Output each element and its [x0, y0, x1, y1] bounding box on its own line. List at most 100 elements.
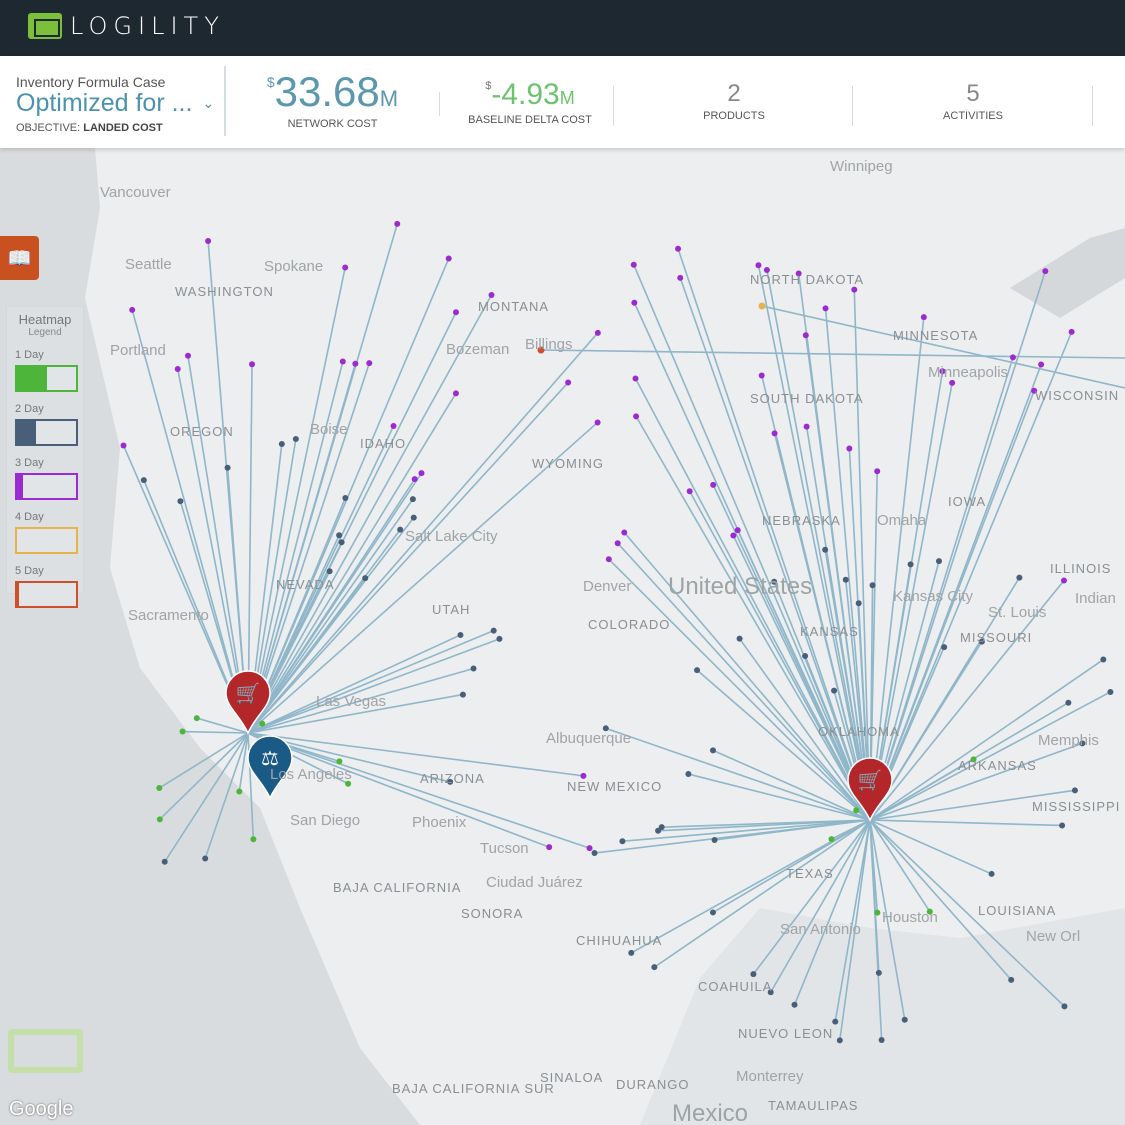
flow-line[interactable]	[869, 702, 1069, 821]
destination-dot[interactable]	[651, 964, 658, 971]
flow-line[interactable]	[869, 819, 992, 875]
flow-line[interactable]	[247, 638, 500, 734]
map-canvas[interactable]: 🛒 ⚖ 🛒	[0, 148, 1125, 1125]
destination-dot[interactable]	[901, 1016, 908, 1023]
flow-line[interactable]	[869, 819, 1012, 981]
flow-line[interactable]	[247, 472, 423, 734]
flow-line[interactable]	[661, 819, 871, 828]
destination-dot[interactable]	[120, 442, 127, 449]
flow-line[interactable]	[869, 819, 931, 913]
destination-dot[interactable]	[390, 423, 397, 430]
destination-dot[interactable]	[619, 838, 626, 845]
destination-dot[interactable]	[1059, 822, 1066, 829]
destination-dot[interactable]	[352, 360, 359, 367]
flow-line[interactable]	[793, 819, 871, 1006]
destination-dot[interactable]	[842, 576, 849, 583]
destination-dot[interactable]	[710, 481, 717, 488]
destination-dot[interactable]	[409, 496, 416, 503]
flow-line[interactable]	[630, 819, 871, 954]
destination-dot[interactable]	[822, 305, 829, 312]
destination-dot[interactable]	[846, 445, 853, 452]
flow-line[interactable]	[738, 638, 871, 821]
destination-dot[interactable]	[397, 526, 404, 533]
flow-line[interactable]	[688, 773, 871, 821]
destination-dot[interactable]	[710, 747, 717, 754]
flow-line[interactable]	[617, 542, 871, 821]
destination-dot[interactable]	[851, 286, 858, 293]
destination-dot[interactable]	[878, 1036, 885, 1043]
destination-dot[interactable]	[1061, 1003, 1068, 1010]
destination-dot[interactable]	[836, 1037, 843, 1044]
flow-line[interactable]	[677, 248, 871, 821]
destination-dot[interactable]	[869, 582, 876, 589]
flow-line[interactable]	[869, 691, 1111, 821]
destination-dot[interactable]	[537, 346, 545, 354]
flow-line[interactable]	[760, 375, 871, 821]
flow-line[interactable]	[797, 273, 871, 821]
destination-dot[interactable]	[1079, 740, 1086, 747]
flow-line[interactable]	[182, 730, 249, 734]
destination-dot[interactable]	[546, 844, 553, 851]
flow-line[interactable]	[247, 421, 599, 734]
flow-line[interactable]	[247, 693, 464, 734]
destination-dot[interactable]	[828, 836, 835, 843]
destination-dot[interactable]	[452, 390, 459, 397]
destination-dot[interactable]	[802, 332, 809, 339]
plant-pin-los-angeles[interactable]: ⚖	[247, 735, 293, 800]
destination-dot[interactable]	[658, 824, 665, 831]
flow-line[interactable]	[623, 532, 871, 821]
flow-line[interactable]	[247, 634, 461, 734]
destination-dot[interactable]	[418, 470, 425, 477]
destination-dot[interactable]	[459, 691, 466, 698]
destination-dot[interactable]	[803, 423, 810, 430]
destination-dot[interactable]	[771, 578, 778, 585]
flow-line[interactable]	[869, 382, 953, 821]
destination-dot[interactable]	[1060, 577, 1067, 584]
flow-line[interactable]	[712, 749, 871, 821]
destination-dot[interactable]	[410, 514, 417, 521]
destination-dot[interactable]	[174, 366, 181, 373]
flow-line[interactable]	[761, 305, 1125, 389]
flow-line[interactable]	[869, 789, 1076, 821]
flow-line[interactable]	[238, 732, 249, 792]
destination-dot[interactable]	[140, 477, 147, 484]
destination-dot[interactable]	[366, 360, 373, 367]
destination-dot[interactable]	[250, 836, 257, 843]
flow-line[interactable]	[247, 667, 474, 734]
flow-line[interactable]	[247, 517, 415, 734]
destination-dot[interactable]	[457, 631, 464, 638]
destination-dot[interactable]	[326, 568, 333, 575]
flow-line[interactable]	[204, 732, 249, 859]
destination-dot[interactable]	[621, 529, 628, 536]
flow-line[interactable]	[187, 355, 249, 734]
destination-dot[interactable]	[591, 850, 598, 857]
destination-dot[interactable]	[939, 368, 946, 375]
destination-dot[interactable]	[259, 720, 266, 727]
destination-dot[interactable]	[496, 635, 503, 642]
flow-line[interactable]	[770, 819, 871, 993]
flow-line[interactable]	[853, 289, 871, 821]
destination-dot[interactable]	[565, 379, 572, 386]
destination-dot[interactable]	[202, 855, 209, 862]
destination-dot[interactable]	[161, 858, 168, 865]
flow-line[interactable]	[869, 390, 1035, 821]
destination-dot[interactable]	[791, 1001, 798, 1008]
flow-line[interactable]	[805, 426, 871, 821]
flow-line[interactable]	[633, 264, 871, 821]
flow-line[interactable]	[869, 331, 1073, 821]
destination-dot[interactable]	[614, 540, 621, 547]
destination-dot[interactable]	[802, 652, 809, 659]
flow-line[interactable]	[622, 819, 871, 843]
destination-dot[interactable]	[758, 372, 765, 379]
destination-dot[interactable]	[875, 969, 882, 976]
destination-dot[interactable]	[488, 292, 495, 299]
network-map[interactable]: 🛒 ⚖ 🛒 WASHINGTON OREGON IDAHO MONTANA WYOMING N…	[0, 148, 1125, 1125]
destination-dot[interactable]	[734, 527, 741, 534]
destination-dot[interactable]	[490, 627, 497, 634]
destination-dot[interactable]	[686, 488, 693, 495]
destination-dot[interactable]	[1071, 787, 1078, 794]
logility-logo[interactable]: LOGILITY	[28, 12, 225, 40]
flow-line[interactable]	[247, 223, 399, 734]
flow-line[interactable]	[635, 416, 871, 821]
flow-line[interactable]	[247, 732, 550, 848]
